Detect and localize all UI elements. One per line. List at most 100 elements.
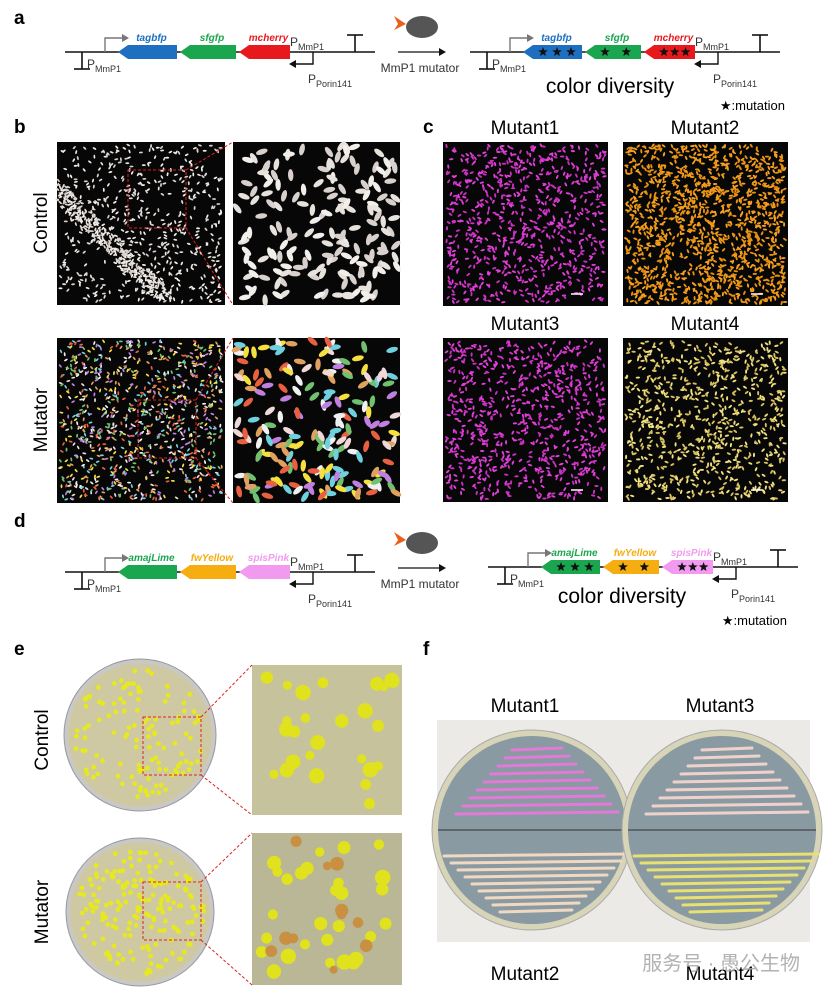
cell	[152, 394, 155, 399]
cell	[215, 223, 218, 228]
cell	[152, 250, 157, 253]
cell	[166, 292, 170, 296]
cell	[110, 414, 113, 418]
cell	[127, 237, 132, 240]
cell	[142, 282, 145, 286]
cell	[106, 203, 109, 208]
cell	[110, 471, 114, 474]
cell	[249, 153, 258, 164]
cell	[83, 272, 87, 277]
cell	[69, 174, 73, 179]
cell	[89, 443, 92, 448]
cell	[116, 341, 119, 345]
cell	[76, 206, 81, 210]
mutator-label: MmP1 mutator	[381, 61, 460, 75]
cell	[358, 285, 371, 292]
cell	[104, 392, 108, 397]
gene-label: tagbfp	[136, 33, 167, 44]
cell	[184, 354, 188, 357]
cell	[141, 285, 146, 289]
cell	[217, 286, 222, 289]
cell	[157, 380, 162, 383]
cell	[58, 287, 63, 290]
cell	[196, 450, 201, 453]
cell	[211, 238, 215, 242]
cell	[140, 279, 143, 284]
cell	[172, 179, 177, 183]
cell	[129, 252, 134, 256]
cell	[206, 183, 210, 187]
cell	[83, 211, 87, 215]
cell	[133, 188, 137, 192]
cell	[95, 386, 98, 390]
cell	[215, 245, 218, 250]
cell	[79, 202, 84, 205]
cell	[114, 158, 119, 161]
cell	[157, 370, 160, 374]
cell	[123, 356, 128, 360]
cell	[214, 471, 219, 474]
cell	[137, 256, 141, 260]
cell	[174, 173, 178, 176]
cell	[197, 144, 202, 147]
cell	[68, 207, 72, 211]
gene-arrow	[662, 560, 713, 574]
cell	[91, 178, 95, 183]
cell	[116, 242, 120, 246]
cell	[165, 243, 170, 246]
cell	[141, 184, 146, 187]
cell	[58, 275, 63, 279]
cell	[88, 225, 91, 230]
cell	[116, 396, 119, 401]
cell	[74, 248, 78, 253]
cell	[82, 225, 86, 229]
cell	[58, 201, 62, 205]
cell	[304, 249, 312, 261]
cell	[374, 148, 385, 158]
cell	[158, 278, 161, 282]
cell	[157, 283, 160, 288]
cell	[88, 220, 91, 225]
cell	[112, 208, 117, 211]
cell	[94, 290, 98, 294]
cell	[82, 410, 85, 415]
cell	[191, 443, 194, 448]
cell	[59, 349, 63, 354]
cell	[124, 212, 127, 217]
mutation-legend: ★:mutation	[720, 98, 785, 113]
cell	[163, 247, 168, 250]
cell	[187, 427, 190, 432]
cell	[157, 236, 162, 240]
cell	[123, 267, 127, 270]
cell	[134, 251, 138, 254]
cell	[219, 355, 222, 360]
cell	[118, 189, 122, 193]
cell	[174, 220, 177, 225]
cell	[65, 437, 68, 442]
arrow-head	[527, 34, 534, 42]
cell	[91, 449, 96, 452]
cell	[180, 261, 183, 266]
result-label: color diversity	[546, 75, 675, 98]
cell	[349, 255, 360, 265]
cell	[101, 223, 106, 227]
cell	[74, 196, 78, 200]
cell	[162, 267, 165, 272]
cell	[173, 427, 177, 430]
cell	[79, 211, 82, 216]
cell	[119, 455, 123, 459]
cell	[79, 391, 82, 395]
cell	[121, 257, 126, 261]
cell	[68, 440, 73, 443]
cell	[93, 221, 98, 224]
promoter-label: PPorin141	[308, 72, 352, 89]
cell	[58, 185, 62, 190]
cell	[137, 215, 141, 219]
cell	[138, 151, 143, 154]
cell	[75, 150, 78, 155]
cell	[114, 464, 118, 468]
cell	[162, 296, 165, 301]
cell	[77, 240, 81, 244]
cell	[196, 422, 200, 427]
promoter-arrow	[700, 52, 719, 65]
